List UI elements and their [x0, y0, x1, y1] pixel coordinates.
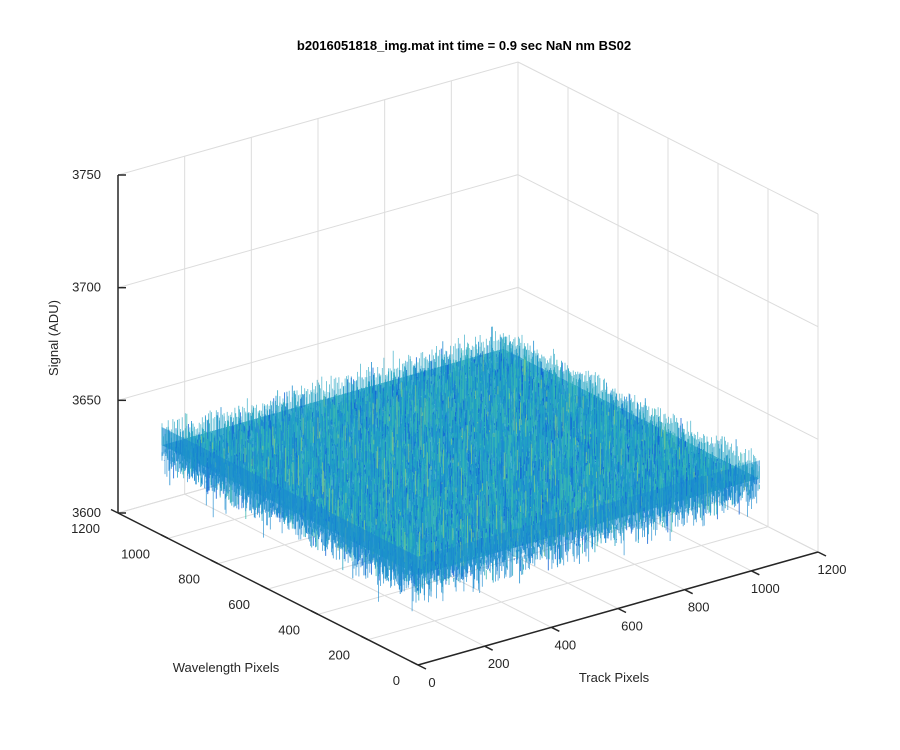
track-tick-label: 800 [688, 600, 710, 615]
chart-title: b2016051818_img.mat int time = 0.9 sec N… [297, 38, 631, 53]
signal-tick-label: 3650 [72, 392, 101, 407]
tick-labels: 0 200 400 600 800 1000 1200 0 200 400 600 800 1000 12… [71, 167, 846, 690]
wavelength-axis-tick [310, 610, 319, 616]
back-wall-grid-line [117, 174, 519, 289]
surface-noise-trace [170, 350, 746, 569]
track-axis-label: Track Pixels [579, 670, 650, 685]
signal-tick-label: 3700 [72, 280, 101, 295]
track-axis-tick [484, 645, 494, 651]
track-tick-label: 600 [621, 619, 643, 634]
wavelength-axis-tick [160, 534, 169, 540]
wavelength-tick-label: 600 [228, 597, 250, 612]
signal-axis-label: Signal (ADU) [46, 300, 61, 376]
track-tick-label: 0 [428, 675, 435, 690]
surface-back-edge [161, 326, 760, 479]
wavelength-axis-tick [260, 584, 269, 590]
track-tick-label: 400 [554, 637, 576, 652]
back-wall-grid-line [117, 61, 519, 176]
track-tick-label: 200 [488, 656, 510, 671]
track-axis-tick [684, 588, 694, 595]
track-axis-tick [750, 570, 760, 576]
track-axis-tick [817, 551, 827, 557]
surface-front-edge [161, 427, 760, 612]
wavelength-tick-label: 200 [328, 648, 350, 663]
side-wall-grid-line [517, 174, 819, 328]
back-wall-grid-line [117, 286, 519, 401]
wavelength-tick-label: 800 [178, 572, 200, 587]
side-wall-grid-line [517, 61, 819, 215]
surface-mesh [161, 326, 760, 612]
wavelength-axis-tick [210, 559, 219, 565]
wavelength-tick-label: 1200 [71, 521, 100, 536]
wavelength-axis-tick [410, 660, 419, 666]
track-axis-tick [550, 626, 560, 633]
signal-tick-label: 3750 [72, 167, 101, 182]
wavelength-axis-tick [360, 635, 369, 641]
wavelength-axis-tick [110, 508, 119, 514]
wavelength-axis-label: Wavelength Pixels [173, 660, 280, 675]
track-tick-label: 1200 [818, 562, 847, 577]
wavelength-tick-label: 1000 [121, 546, 150, 561]
wavelength-tick-label: 0 [393, 673, 400, 688]
wavelength-tick-label: 400 [278, 622, 300, 637]
signal-tick-label: 3600 [72, 505, 101, 520]
side-wall-grid-line [517, 286, 819, 440]
track-axis-tick [617, 607, 627, 614]
track-axis-tick [417, 664, 427, 670]
track-tick-label: 1000 [751, 581, 780, 596]
